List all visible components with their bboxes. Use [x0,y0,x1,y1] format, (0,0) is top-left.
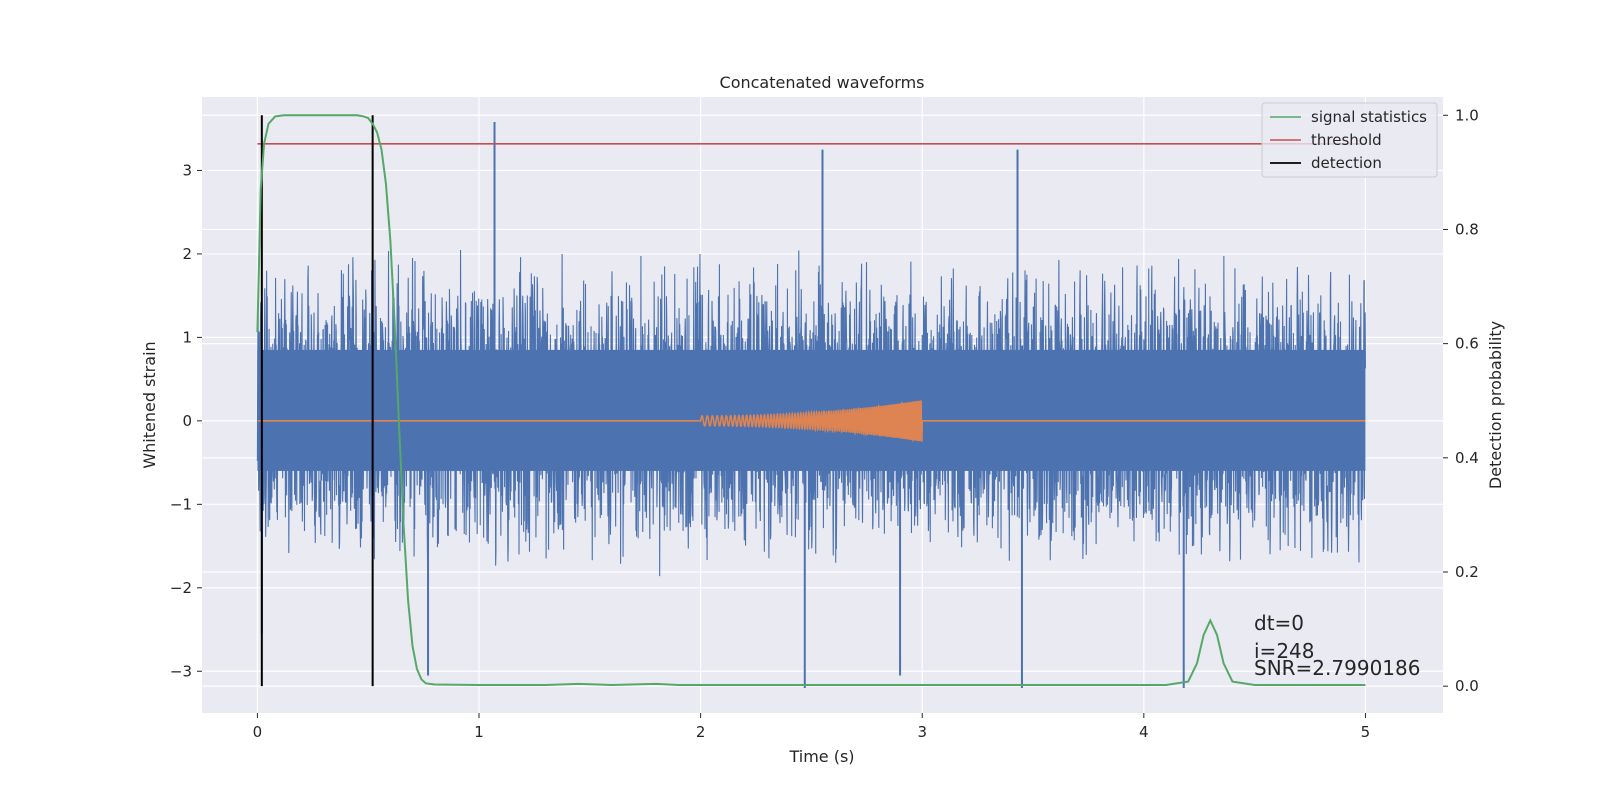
axes: 0 1 2 3 4 5 3 2 1 0 −1 −2 −3 1.0 0.8 0.6 0.4 0.2 0.0 [170,106,1479,741]
y2-tick-label: 0.0 [1455,677,1479,695]
y-axis-label: Whitened strain [140,341,159,468]
data-layer [256,114,1366,688]
x-tick-label: 2 [696,723,706,741]
y2-axis-label: Detection probability [1486,321,1505,489]
legend-label-detection: detection [1311,154,1382,172]
legend-box [1261,102,1438,178]
y-tick-label: 1 [182,328,192,346]
x-tick-label: 3 [917,723,927,741]
y2-tick-label: 0.2 [1455,563,1479,581]
y2-tick-label: 0.8 [1455,220,1479,238]
y2-tick-label: 1.0 [1455,106,1479,124]
y-tick-label: −3 [170,662,192,680]
y2-tick-label: 0.6 [1455,335,1479,353]
y-tick-label: −1 [170,495,192,513]
y-tick-label: −2 [170,579,192,597]
x-tick-label: 0 [253,723,263,741]
annotation-dt: dt=0 [1254,611,1304,635]
x-tick-label: 4 [1139,723,1149,741]
x-tick-label: 1 [474,723,484,741]
signal-statistics-series [256,114,1366,687]
chart-title: Concatenated waveforms [720,73,925,92]
annotation-i: i=248 [1254,639,1315,663]
injection-series [257,400,1366,443]
y-tick-label: 3 [182,161,192,179]
annotation-block: dt=0 i=248 SNR=2.7990186 [1254,611,1420,680]
legend-label-signal-statistics: signal statistics [1311,108,1427,126]
y2-tick-label: 0.4 [1455,449,1479,467]
x-axis-label: Time (s) [788,747,854,766]
legend-label-threshold: threshold [1311,131,1382,149]
legend: signal statistics threshold detection [1261,102,1438,178]
annotation-snr: SNR=2.7990186 [1254,656,1420,680]
x-tick-label: 5 [1361,723,1371,741]
y-tick-label: 2 [182,245,192,263]
y-tick-label: 0 [182,412,192,430]
